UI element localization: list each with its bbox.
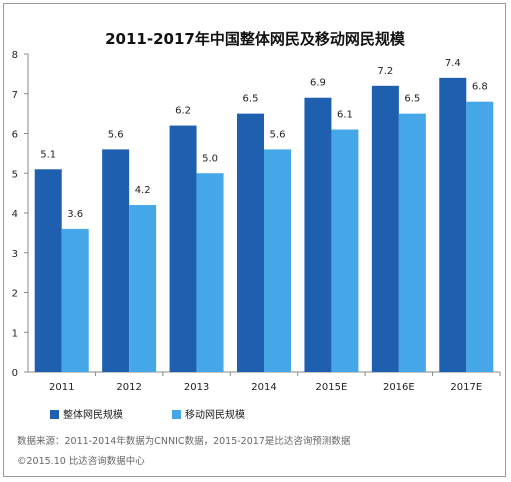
bar-overall-2014 xyxy=(237,113,264,372)
x-tick-label: 2014 xyxy=(251,382,276,393)
value-label-mobile-2012: 4.2 xyxy=(135,185,151,196)
bar-mobile-2014 xyxy=(264,149,291,372)
value-label-overall-2011: 5.1 xyxy=(40,149,56,160)
bar-mobile-2011 xyxy=(61,228,89,372)
bar-mobile-2013 xyxy=(196,173,224,372)
y-tick-label: 0 xyxy=(12,368,18,379)
bar-overall-2017E xyxy=(439,77,467,372)
legend-label-overall: 整体网民规模 xyxy=(63,408,123,421)
value-label-mobile-2017E: 6.8 xyxy=(472,82,488,93)
bar-overall-2011 xyxy=(34,169,62,372)
value-label-overall-2017E: 7.4 xyxy=(445,58,461,69)
y-tick-label: 7 xyxy=(12,90,18,101)
bars xyxy=(34,77,494,373)
x-tick-label: 2013 xyxy=(184,382,209,393)
chart-title: 2011-2017年中国整体网民及移动网民规模 xyxy=(105,30,406,48)
x-tick-label: 2012 xyxy=(116,382,141,393)
legend-swatch-mobile xyxy=(172,410,181,419)
value-label-mobile-2011: 3.6 xyxy=(67,209,83,220)
value-label-overall-2013: 6.2 xyxy=(175,106,191,117)
y-tick-label: 2 xyxy=(12,289,18,300)
y-axis-ticks: 0 1 2 3 4 5 6 7 8 xyxy=(12,50,28,379)
bar-mobile-2016E xyxy=(398,113,426,372)
value-label-mobile-2016E: 6.5 xyxy=(404,94,420,105)
x-tick-label: 2011 xyxy=(49,382,74,393)
bar-overall-2012 xyxy=(102,149,130,372)
value-label-overall-2016E: 7.2 xyxy=(377,66,393,77)
y-tick-label: 5 xyxy=(12,169,18,180)
bar-mobile-2012 xyxy=(129,205,157,372)
x-tick-label: 2017E xyxy=(450,382,482,393)
bar-overall-2013 xyxy=(169,125,197,372)
value-label-mobile-2014: 5.6 xyxy=(270,129,286,140)
x-tick-label: 2015E xyxy=(316,382,348,393)
y-tick-label: 4 xyxy=(12,209,18,220)
legend: 整体网民规模 移动网民规模 xyxy=(50,408,245,421)
source-note: 数据来源：2011-2014年数据为CNNIC数据，2015-2017是比达咨询… xyxy=(17,435,351,447)
y-tick-label: 8 xyxy=(12,50,18,61)
bar-mobile-2017E xyxy=(466,101,494,372)
x-axis-ticks: 2011 2012 2013 2014 2015E 2016E 2017E xyxy=(49,372,501,393)
bar-overall-2015E xyxy=(304,97,332,372)
value-labels: 5.1 3.6 5.6 4.2 6.2 5.0 6.5 5.6 6.9 6.1 7.2 6.5 7.4 6… xyxy=(40,58,487,220)
value-label-mobile-2013: 5.0 xyxy=(202,153,218,164)
value-label-overall-2012: 5.6 xyxy=(108,129,124,140)
value-label-overall-2014: 6.5 xyxy=(243,94,259,105)
y-tick-label: 3 xyxy=(12,249,18,260)
y-tick-label: 6 xyxy=(12,130,18,141)
legend-label-mobile: 移动网民规模 xyxy=(185,408,245,421)
x-tick-label: 2016E xyxy=(383,382,415,393)
bar-overall-2016E xyxy=(371,85,399,373)
bar-mobile-2015E xyxy=(331,129,359,372)
legend-swatch-overall xyxy=(50,410,59,419)
y-tick-label: 1 xyxy=(12,328,18,339)
value-label-mobile-2015E: 6.1 xyxy=(337,110,353,121)
copyright-note: ©2015.10 比达咨询数据中心 xyxy=(17,455,145,467)
value-label-overall-2015E: 6.9 xyxy=(310,78,326,89)
